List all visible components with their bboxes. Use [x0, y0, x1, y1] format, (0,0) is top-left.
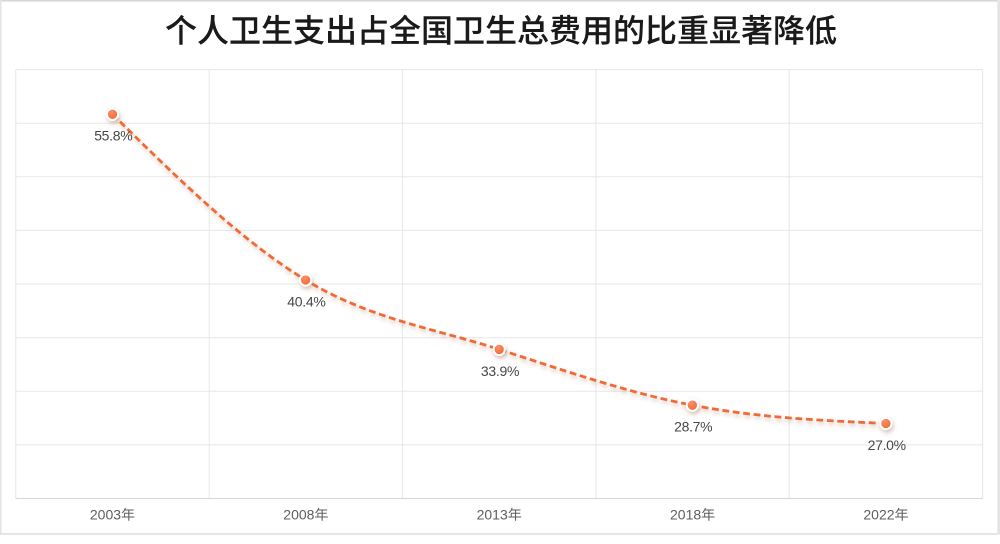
svg-text:2022: 2022 [863, 507, 894, 523]
svg-text:27.0%: 27.0% [868, 437, 906, 453]
svg-text:33.9%: 33.9% [481, 363, 519, 379]
svg-text:40.4%: 40.4% [287, 293, 325, 309]
svg-text:2013: 2013 [477, 507, 508, 523]
svg-text:55.8%: 55.8% [94, 128, 132, 144]
svg-text:2018: 2018 [670, 507, 701, 523]
svg-text:2008: 2008 [283, 507, 314, 523]
svg-text:2003: 2003 [90, 507, 121, 523]
svg-text:28.7%: 28.7% [674, 419, 712, 435]
